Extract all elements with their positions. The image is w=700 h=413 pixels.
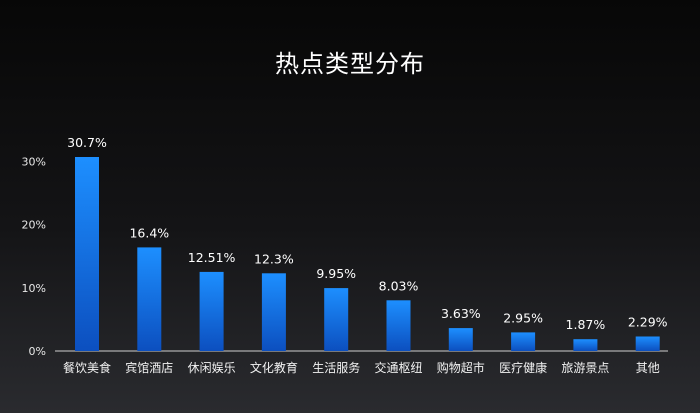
y-axis-ticks: 0% 10% 20% 30% [22,155,46,358]
data-label: 9.95% [316,266,356,281]
category-label: 其他 [636,361,660,375]
data-labels-group: 30.7% 16.4% 12.51% 12.3% 9.95% 8.03% 3.63% 2.95… [67,135,668,332]
category-label: 医疗健康 [499,360,547,375]
bar [261,273,286,351]
category-label: 宾馆酒店 [125,360,173,375]
data-label: 8.03% [379,278,419,293]
bar [448,328,473,351]
chart-title: 热点类型分布 [275,50,425,78]
data-label: 12.3% [254,251,294,266]
category-label: 交通枢纽 [374,360,422,375]
category-labels-group: 餐饮美食 宾馆酒店 休闲娱乐 文化教育 生活服务 交通枢纽 购物超市 医疗健康 旅游景点 其他 [63,360,660,375]
y-tick-label: 0% [29,345,46,358]
category-label: 休闲娱乐 [188,361,236,375]
bar [324,288,349,351]
data-label: 2.95% [503,310,543,325]
category-label: 生活服务 [312,360,360,375]
data-label: 30.7% [67,135,107,150]
bars-group [75,157,660,351]
category-label: 文化教育 [250,360,298,375]
y-tick-label: 30% [22,155,46,168]
bar [137,247,162,351]
data-label: 2.29% [628,315,668,330]
category-label: 旅游景点 [561,361,609,375]
y-tick-label: 10% [22,282,46,295]
bar [75,157,99,351]
data-label: 16.4% [129,225,169,240]
category-label: 购物超市 [437,360,485,375]
data-label: 12.51% [188,250,236,265]
data-label: 3.63% [441,306,481,321]
data-label: 1.87% [566,317,606,332]
category-label: 餐饮美食 [63,360,111,375]
bar [573,339,598,351]
bar [386,300,411,351]
bar [511,332,536,351]
bar [199,271,224,351]
bar [635,336,660,351]
y-tick-label: 20% [22,219,46,232]
